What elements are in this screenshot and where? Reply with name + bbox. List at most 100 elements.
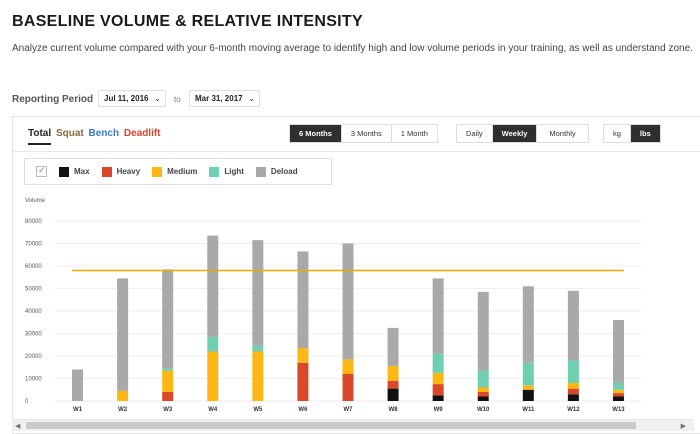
divider: [13, 151, 700, 152]
x-tick-label: W9: [434, 407, 444, 413]
legend-item-heavy[interactable]: Heavy: [101, 166, 140, 177]
bar-segment-medium: [612, 389, 624, 394]
y-tick-label: 30000: [25, 332, 42, 338]
bar-segment-max: [612, 396, 624, 401]
legend-item-medium[interactable]: Medium: [152, 166, 198, 177]
bar-segment-medium: [342, 359, 354, 374]
range-3-months-button[interactable]: 3 Months: [341, 125, 392, 142]
bar-segment-medium: [207, 351, 219, 401]
y-axis-label: Volume: [25, 198, 46, 204]
bar-segment-deload: [252, 240, 264, 346]
bar-segment-deload: [117, 278, 129, 391]
scroll-left-icon[interactable]: ◀: [15, 423, 21, 430]
legend-item-deload[interactable]: Deload: [255, 166, 298, 177]
x-tick-label: W2: [118, 407, 128, 413]
select-all-checkbox[interactable]: [36, 165, 47, 177]
bar-segment-deload: [72, 369, 84, 401]
bar-segment-heavy: [162, 392, 174, 401]
bar-segment-deload: [387, 327, 399, 367]
chart-legend: Max Heavy Medium Light Deload: [24, 158, 332, 185]
horizontal-scrollbar[interactable]: ◀ ▶: [12, 419, 694, 431]
range-6-months-button[interactable]: 6 Months: [290, 125, 342, 142]
bar-segment-max: [432, 395, 444, 401]
bar-segment-deload: [612, 320, 624, 383]
lift-tabs: Total Squat Bench Deadlift: [28, 128, 163, 145]
x-tick-label: W4: [208, 407, 218, 413]
bar-segment-heavy: [612, 393, 624, 397]
bar-segment-max: [522, 389, 534, 401]
bar-segment-medium: [477, 387, 489, 392]
bar-segment-medium: [297, 348, 309, 363]
bar-segment-max: [477, 396, 489, 401]
bar-segment-medium: [162, 370, 174, 392]
interval-monthly-button[interactable]: Monthly: [537, 125, 588, 142]
end-date-select[interactable]: Mar 31, 2017 ⌄: [189, 90, 261, 107]
x-tick-label: W12: [567, 407, 580, 413]
bar-segment-heavy: [567, 388, 579, 395]
bar-segment-light: [162, 368, 174, 371]
tab-bench[interactable]: Bench: [88, 128, 120, 139]
x-tick-label: W13: [612, 407, 625, 413]
bar-segment-light: [252, 345, 264, 352]
x-tick-label: W1: [73, 407, 83, 413]
legend-label: Medium: [167, 167, 198, 176]
legend-swatch: [255, 166, 266, 177]
legend-label: Max: [74, 167, 90, 176]
bar-segment-heavy: [297, 362, 309, 401]
legend-swatch: [209, 166, 220, 177]
y-tick-label: 80000: [25, 219, 42, 225]
interval-button-group: Daily Weekly Monthly: [456, 124, 589, 143]
reporting-period-label: Reporting Period: [12, 94, 94, 105]
legend-label: Deload: [270, 167, 298, 176]
bar-segment-light: [522, 362, 534, 386]
x-tick-label: W3: [163, 407, 173, 413]
scroll-thumb[interactable]: [26, 422, 636, 429]
legend-item-max[interactable]: Max: [59, 166, 90, 177]
tab-squat[interactable]: Squat: [55, 128, 84, 139]
legend-item-light[interactable]: Light: [209, 166, 244, 177]
y-tick-label: 40000: [25, 309, 42, 315]
tab-deadlift[interactable]: Deadlift: [123, 128, 161, 139]
range-1-month-button[interactable]: 1 Month: [391, 125, 437, 142]
y-tick-label: 50000: [25, 287, 42, 293]
bar-segment-max: [567, 394, 579, 401]
scroll-right-icon[interactable]: ▶: [680, 423, 686, 430]
chevron-down-icon: ⌄: [154, 96, 161, 103]
bar-segment-deload: [522, 286, 534, 363]
x-tick-label: W11: [522, 407, 535, 413]
bar-segment-medium: [387, 366, 399, 381]
bar-segment-deload: [432, 278, 444, 354]
volume-chart: 0 10000 20000 30000 40000 50000 60000 70000 8000…: [25, 219, 641, 413]
unit-button-group: kg lbs: [603, 124, 661, 143]
y-tick-label: 70000: [25, 242, 42, 248]
y-tick-label: 60000: [25, 264, 42, 270]
bar-segment-heavy: [342, 374, 354, 401]
page-title: BASELINE VOLUME & RELATIVE INTENSITY: [12, 13, 363, 30]
tab-total[interactable]: Total: [28, 128, 52, 145]
y-tick-label: 0: [25, 399, 29, 405]
legend-label: Light: [224, 167, 244, 176]
bar-segment-deload: [297, 251, 309, 349]
bar-segment-medium: [567, 383, 579, 389]
page-description: Analyze current volume compared with you…: [12, 43, 693, 54]
y-tick-label: 20000: [25, 354, 42, 360]
x-tick-label: W6: [298, 407, 308, 413]
x-tick-label: W5: [253, 407, 263, 413]
bar-segment-heavy: [387, 380, 399, 389]
unit-kg-button[interactable]: kg: [604, 125, 631, 142]
interval-weekly-button[interactable]: Weekly: [492, 125, 538, 142]
bar-segment-medium: [522, 385, 534, 390]
bar-segment-medium: [432, 372, 444, 385]
bar-segment-heavy: [432, 384, 444, 396]
bar-segment-max: [387, 388, 399, 401]
bar-segment-deload: [207, 235, 219, 337]
x-tick-label: W7: [344, 407, 354, 413]
interval-daily-button[interactable]: Daily: [457, 125, 493, 142]
bar-segment-heavy: [477, 392, 489, 397]
bar-segment-light: [477, 370, 489, 388]
y-tick-label: 10000: [25, 377, 42, 383]
to-label: to: [174, 95, 181, 104]
bar-segment-medium: [252, 351, 264, 401]
start-date-select[interactable]: Jul 11, 2016 ⌄: [98, 90, 167, 107]
unit-lbs-button[interactable]: lbs: [630, 125, 660, 142]
